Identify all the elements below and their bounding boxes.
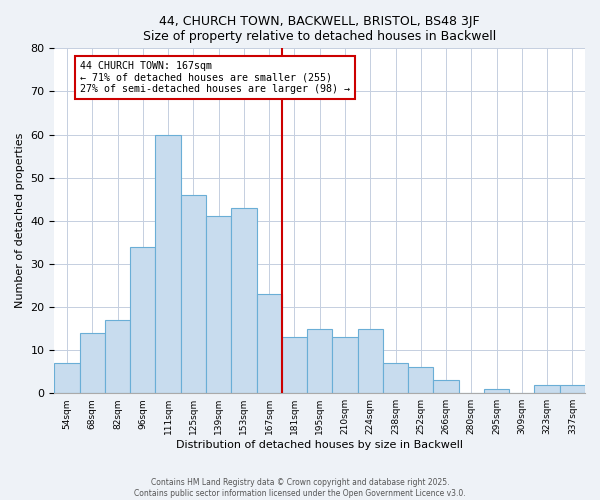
Bar (358, 328, 383, 393)
X-axis label: Distribution of detached houses by size in Backwell: Distribution of detached houses by size … (176, 440, 463, 450)
Title: 44, CHURCH TOWN, BACKWELL, BRISTOL, BS48 3JF
Size of property relative to detach: 44, CHURCH TOWN, BACKWELL, BRISTOL, BS48… (143, 15, 496, 43)
Bar (282, 337, 307, 393)
Bar (560, 384, 585, 393)
Bar (484, 389, 509, 393)
Bar (307, 328, 332, 393)
Bar (105, 320, 130, 393)
Bar (206, 216, 231, 393)
Bar (130, 246, 155, 393)
Bar (80, 333, 105, 393)
Bar (383, 363, 408, 393)
Bar (181, 195, 206, 393)
Bar (55, 363, 80, 393)
Text: Contains HM Land Registry data © Crown copyright and database right 2025.
Contai: Contains HM Land Registry data © Crown c… (134, 478, 466, 498)
Y-axis label: Number of detached properties: Number of detached properties (15, 133, 25, 308)
Bar (535, 384, 560, 393)
Bar (332, 337, 358, 393)
Bar (408, 368, 433, 393)
Bar (155, 134, 181, 393)
Bar (231, 208, 257, 393)
Text: 44 CHURCH TOWN: 167sqm
← 71% of detached houses are smaller (255)
27% of semi-de: 44 CHURCH TOWN: 167sqm ← 71% of detached… (80, 62, 350, 94)
Bar (433, 380, 458, 393)
Bar (257, 294, 282, 393)
